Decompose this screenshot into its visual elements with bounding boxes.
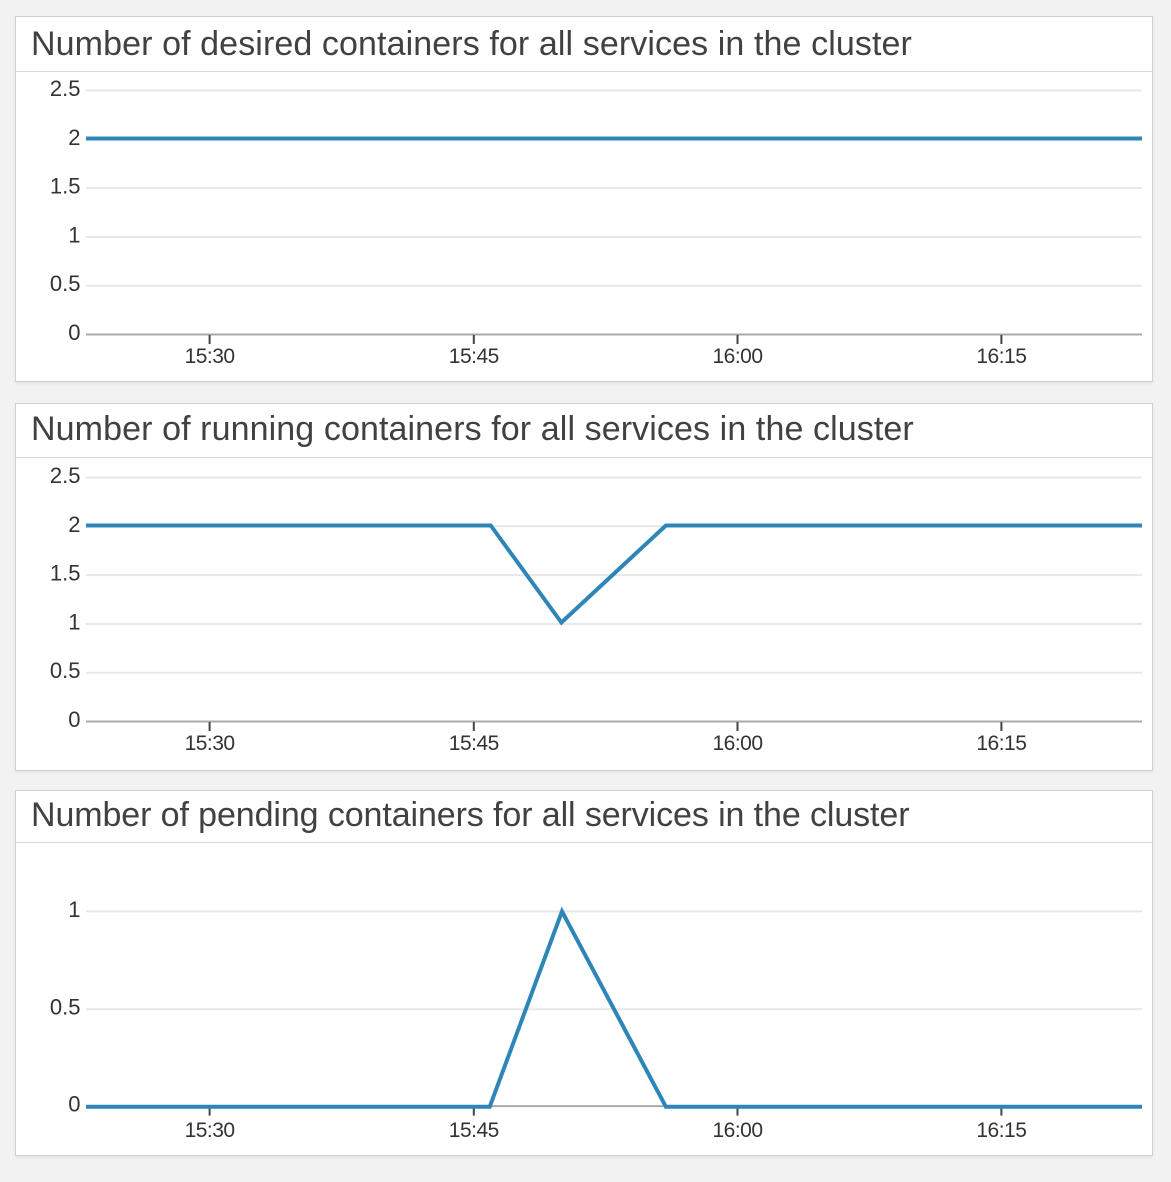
svg-text:15:45: 15:45 <box>449 1119 499 1142</box>
svg-text:1: 1 <box>68 897 80 922</box>
svg-text:16:00: 16:00 <box>712 1119 762 1142</box>
svg-text:15:45: 15:45 <box>449 345 499 368</box>
svg-text:16:00: 16:00 <box>712 732 762 755</box>
svg-text:1.5: 1.5 <box>50 561 81 586</box>
svg-text:15:30: 15:30 <box>185 1119 235 1142</box>
svg-text:1: 1 <box>68 222 80 247</box>
svg-text:15:45: 15:45 <box>449 732 499 755</box>
svg-text:16:15: 16:15 <box>976 732 1026 755</box>
svg-text:16:00: 16:00 <box>712 345 762 368</box>
svg-text:0: 0 <box>68 1092 80 1117</box>
svg-text:0.5: 0.5 <box>50 658 81 683</box>
svg-text:15:30: 15:30 <box>185 732 235 755</box>
svg-text:2.5: 2.5 <box>50 76 81 101</box>
svg-text:0.5: 0.5 <box>50 995 81 1020</box>
svg-text:1.5: 1.5 <box>50 174 81 199</box>
svg-text:15:30: 15:30 <box>185 345 235 368</box>
svg-text:2: 2 <box>68 512 80 537</box>
svg-text:2: 2 <box>68 125 80 150</box>
svg-text:16:15: 16:15 <box>976 1119 1026 1142</box>
svg-text:1: 1 <box>68 609 80 634</box>
svg-text:0: 0 <box>68 707 80 732</box>
svg-text:2.5: 2.5 <box>50 463 81 488</box>
svg-text:0: 0 <box>68 320 80 345</box>
svg-text:0.5: 0.5 <box>50 271 81 296</box>
svg-text:16:15: 16:15 <box>976 345 1026 368</box>
